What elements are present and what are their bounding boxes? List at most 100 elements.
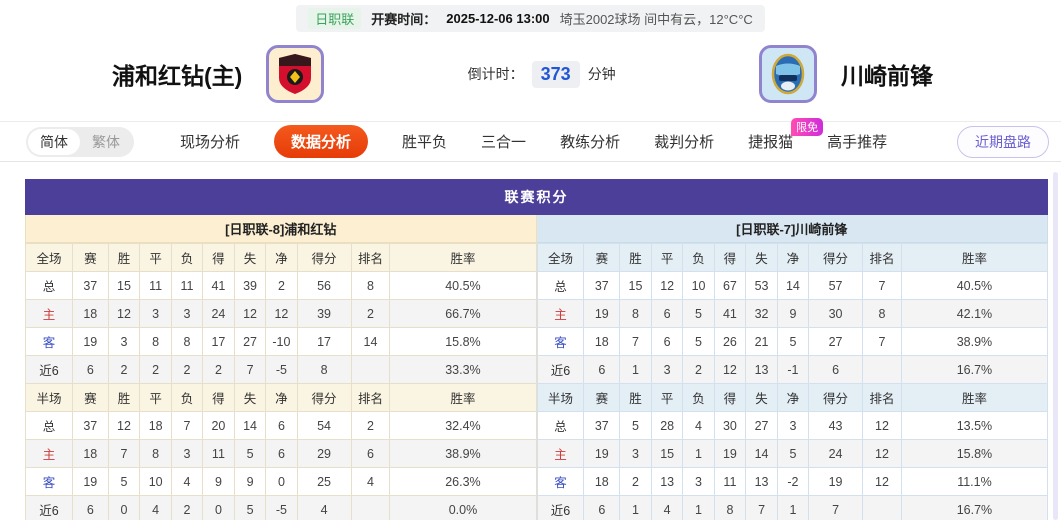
tab-数据分析[interactable]: 数据分析: [274, 125, 369, 158]
stat-cell: 43: [807, 411, 864, 440]
stat-cell: 27: [745, 411, 778, 440]
stat-cell: 2: [202, 355, 235, 384]
column-header: 胜率: [900, 243, 1049, 272]
column-header: 得: [713, 383, 747, 412]
tab-高手推荐[interactable]: 高手推荐: [827, 134, 888, 151]
stat-cell: 1: [682, 495, 715, 520]
stat-cell: 19: [583, 439, 621, 468]
stat-cell: 4: [650, 495, 684, 520]
stat-cell: 12: [862, 467, 902, 496]
tab-现场分析[interactable]: 现场分析: [180, 134, 241, 151]
stat-cell: 19: [583, 299, 621, 328]
column-header: 得: [202, 243, 235, 272]
stat-cell: 19: [807, 467, 864, 496]
stat-cell: 3: [139, 299, 172, 328]
stat-cell: 6: [807, 355, 864, 384]
stat-cell: 2: [265, 271, 298, 300]
stat-cell: 18: [71, 439, 109, 468]
row-label: 客: [536, 467, 585, 496]
column-header: 得: [713, 243, 747, 272]
stat-cell: 6: [583, 355, 621, 384]
stat-cell: 8: [713, 495, 747, 520]
stat-cell: 27: [807, 327, 864, 356]
lang-simplified[interactable]: 简体: [28, 128, 80, 155]
stat-cell: 16.7%: [900, 495, 1049, 520]
stat-cell: 1: [619, 355, 652, 384]
stat-cell: 37: [583, 411, 621, 440]
stat-cell: 13: [650, 467, 684, 496]
countdown-unit: 分钟: [587, 66, 616, 82]
row-label: 总: [25, 271, 73, 300]
stat-cell: -10: [265, 327, 298, 356]
stat-cell: 12: [862, 411, 902, 440]
stats-row-总: 总 37 12 18 7 20 14 6 54 2 32.4%: [25, 411, 537, 440]
stat-cell: 16.7%: [900, 355, 1049, 384]
league-badge[interactable]: 日职联: [308, 8, 362, 29]
stat-cell: 1: [776, 495, 810, 520]
stat-cell: 15.8%: [900, 439, 1049, 468]
stat-cell: 5: [682, 327, 715, 356]
stat-cell: 57: [807, 271, 864, 300]
tab-三合一[interactable]: 三合一: [481, 134, 527, 151]
stat-cell: 18: [139, 411, 172, 440]
stat-cell: 7: [170, 411, 204, 440]
stat-cell: 8: [139, 327, 172, 356]
stat-cell: 5: [619, 411, 652, 440]
stat-cell: 37: [71, 411, 109, 440]
stat-cell: 13: [745, 355, 778, 384]
stat-cell: 3: [619, 439, 652, 468]
stat-cell: 6: [71, 495, 109, 520]
recent-trend-button[interactable]: 近期盘路: [957, 125, 1049, 158]
row-label: 客: [536, 327, 585, 356]
stat-cell: 8: [296, 355, 352, 384]
stat-cell: 41: [202, 271, 235, 300]
stat-cell: 3: [170, 439, 204, 468]
stats-row-总: 总 37 5 28 4 30 27 3 43 12 13.5%: [536, 411, 1049, 440]
countdown-value: 373: [531, 60, 580, 88]
stat-cell: 7: [862, 271, 902, 300]
stat-cell: 42.1%: [900, 299, 1049, 328]
stats-row-主: 主 18 12 3 3 24 12 12 39 2 66.7%: [25, 299, 537, 328]
tab-捷报猫[interactable]: 捷报猫 限免: [748, 118, 824, 152]
league-standings-panel: 联赛积分 [日职联-8]浦和红钻 全场赛胜平负得失净得分 排名 胜率总 37 15 11 1…: [25, 179, 1049, 520]
stat-cell: 6: [265, 439, 298, 468]
stat-cell: 1: [682, 439, 715, 468]
stat-cell: 10: [682, 271, 715, 300]
row-label: 总: [25, 411, 73, 440]
standings-halves: [日职联-8]浦和红钻 全场赛胜平负得失净得分 排名 胜率总 37 15 11 11 41 39…: [25, 215, 1049, 520]
stat-cell: 7: [745, 495, 778, 520]
stat-cell: 3: [170, 299, 204, 328]
tab-教练分析[interactable]: 教练分析: [560, 134, 621, 151]
stat-cell: 11: [170, 271, 204, 300]
stat-cell: 40.5%: [389, 271, 537, 300]
stat-cell: 3: [107, 327, 141, 356]
stat-cell: 7: [107, 439, 141, 468]
stat-cell: 32: [745, 299, 778, 328]
tab-裁判分析[interactable]: 裁判分析: [654, 134, 715, 151]
section-header-row: 半场赛胜平负得失净得分 排名 胜率: [25, 383, 537, 412]
stat-cell: 15.8%: [389, 327, 537, 356]
stat-cell: 66.7%: [389, 299, 537, 328]
language-toggle[interactable]: 简体 繁体: [26, 126, 134, 157]
stat-cell: 8: [619, 299, 652, 328]
column-header: 净: [776, 383, 810, 412]
stat-cell: 5: [107, 467, 141, 496]
tab-胜平负[interactable]: 胜平负: [402, 134, 448, 151]
stats-row-总: 总 37 15 11 11 41 39 2 56 8 40.5%: [25, 271, 537, 300]
stat-cell: 13: [745, 467, 778, 496]
stat-cell: 14: [745, 439, 778, 468]
stat-cell: 9: [233, 467, 267, 496]
stat-cell: 30: [713, 411, 747, 440]
vertical-scrollbar[interactable]: [1053, 172, 1058, 520]
stat-cell: 17: [202, 327, 235, 356]
away-stats-table: 全场赛胜平负得失净得分 排名 胜率总 37 15 12 10 67 53 14 57 7 40.5% 主 1…: [536, 243, 1049, 520]
stat-cell: 39: [233, 271, 267, 300]
stat-cell: 18: [71, 299, 109, 328]
stat-cell: 30: [807, 299, 864, 328]
stat-cell: 0: [265, 467, 298, 496]
stats-row-客: 客 18 2 13 3 11 13 -2 19 12 11.1%: [536, 467, 1049, 496]
stat-cell: 41: [713, 299, 747, 328]
lang-traditional[interactable]: 繁体: [92, 133, 120, 150]
stat-cell: 26.3%: [389, 467, 537, 496]
stats-row-近6: 近6 6 1 4 1 8 7 1 7 16.7%: [536, 495, 1049, 520]
